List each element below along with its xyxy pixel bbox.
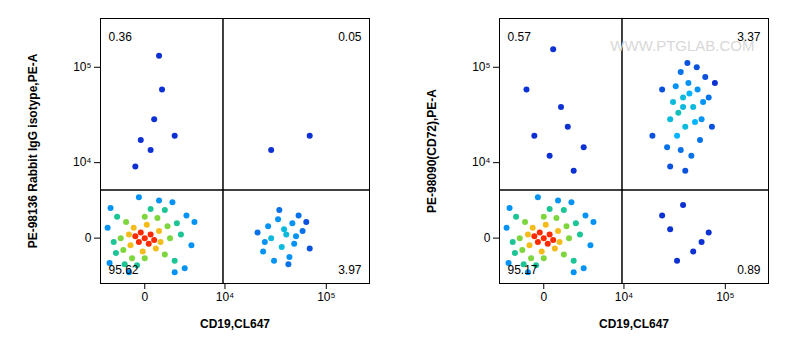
svg-text:PE-98136 Rabbit IgG isotype,PE: PE-98136 Rabbit IgG isotype,PE-A bbox=[26, 53, 40, 248]
svg-text:10⁴: 10⁴ bbox=[216, 290, 235, 304]
svg-text:PE-98090(CD72),PE-A: PE-98090(CD72),PE-A bbox=[425, 89, 439, 213]
svg-text:0: 0 bbox=[484, 231, 491, 245]
svg-text:10⁴: 10⁴ bbox=[472, 155, 491, 169]
svg-text:10⁵: 10⁵ bbox=[317, 290, 335, 304]
svg-text:0: 0 bbox=[540, 290, 547, 304]
svg-text:0.36: 0.36 bbox=[109, 30, 133, 44]
svg-text:3.97: 3.97 bbox=[338, 263, 362, 277]
svg-text:CD19,CL647: CD19,CL647 bbox=[599, 317, 669, 331]
svg-text:10⁵: 10⁵ bbox=[73, 60, 91, 74]
svg-text:CD19,CL647: CD19,CL647 bbox=[200, 317, 270, 331]
svg-text:0: 0 bbox=[141, 290, 148, 304]
svg-text:0.05: 0.05 bbox=[338, 30, 362, 44]
svg-text:0.57: 0.57 bbox=[508, 30, 532, 44]
svg-text:10⁵: 10⁵ bbox=[716, 290, 734, 304]
svg-text:95.62: 95.62 bbox=[109, 263, 139, 277]
svg-text:10⁴: 10⁴ bbox=[615, 290, 634, 304]
svg-text:WWW.PTGLAB.COM: WWW.PTGLAB.COM bbox=[610, 37, 754, 54]
svg-text:10⁴: 10⁴ bbox=[73, 155, 92, 169]
svg-text:0: 0 bbox=[85, 231, 92, 245]
svg-text:0.89: 0.89 bbox=[737, 263, 761, 277]
svg-text:95.17: 95.17 bbox=[508, 263, 538, 277]
svg-text:10⁵: 10⁵ bbox=[472, 60, 490, 74]
